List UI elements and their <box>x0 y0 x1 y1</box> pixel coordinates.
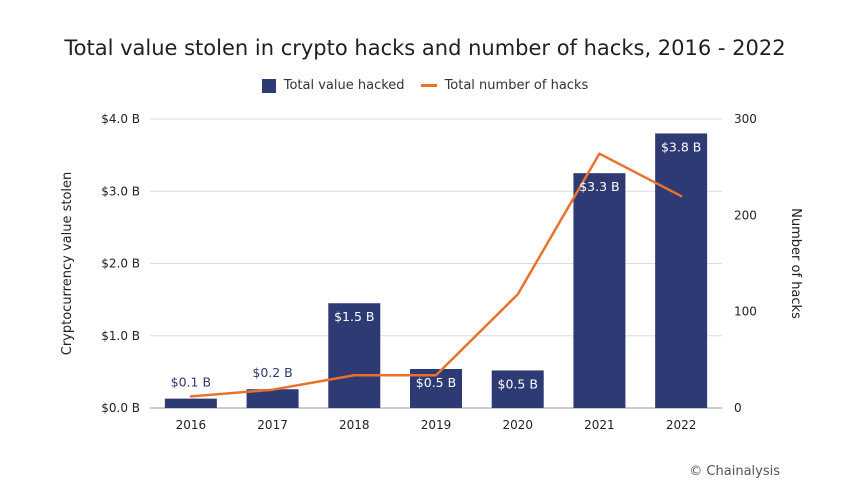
chart-title: Total value stolen in crypto hacks and n… <box>64 36 786 60</box>
bar-value-label: $0.2 B <box>252 365 292 380</box>
x-tick-label: 2022 <box>666 418 697 432</box>
legend-swatch-bar <box>261 78 276 93</box>
y-right-axis-title: Number of hacks <box>788 208 803 319</box>
y-right-tick-label: 300 <box>734 112 757 126</box>
y-left-tick-label: $3.0 B <box>101 184 140 198</box>
y-right-tick-label: 0 <box>734 401 742 415</box>
y-left-axis-title: Cryptocurrency value stolen <box>60 172 75 356</box>
legend: Total value hacked Total number of hacks <box>0 78 850 93</box>
bar-2022 <box>655 133 708 408</box>
bar-value-label: $3.3 B <box>579 179 619 194</box>
bar-value-label: $0.1 B <box>171 375 211 390</box>
legend-swatch-line <box>420 84 437 87</box>
x-tick-label: 2016 <box>176 418 207 432</box>
y-left-tick-label: $1.0 B <box>101 329 140 343</box>
y-left-tick-label: $4.0 B <box>101 112 140 126</box>
y-left-tick-label: $0.0 B <box>101 401 140 415</box>
x-tick-label: 2017 <box>257 418 288 432</box>
legend-label-number-of-hacks: Total number of hacks <box>444 78 589 93</box>
y-right-tick-label: 200 <box>734 208 757 222</box>
bar-value-label: $1.5 B <box>334 309 374 324</box>
bar-value-label: $0.5 B <box>498 376 538 391</box>
legend-label-value-hacked: Total value hacked <box>283 78 405 93</box>
x-tick-label: 2021 <box>584 418 615 432</box>
bar-2020 <box>491 370 544 408</box>
bar-2016 <box>164 398 217 408</box>
y-left-tick-label: $2.0 B <box>101 257 140 271</box>
legend-item-number-of-hacks[interactable]: Total number of hacks <box>420 78 589 93</box>
y-right-tick-label: 100 <box>734 305 757 319</box>
line-number-of-hacks <box>189 152 683 398</box>
x-tick-label: 2019 <box>421 418 452 432</box>
bar-value-label: $0.5 B <box>416 375 456 390</box>
x-tick-label: 2020 <box>502 418 533 432</box>
bar-value-label: $3.8 B <box>661 139 701 154</box>
bar-2018 <box>328 303 381 408</box>
x-tick-label: 2018 <box>339 418 370 432</box>
bar-2017 <box>246 389 299 408</box>
bar-2021 <box>573 173 626 408</box>
legend-item-value-hacked[interactable]: Total value hacked <box>261 78 405 93</box>
source-credit: © Chainalysis <box>689 464 780 479</box>
